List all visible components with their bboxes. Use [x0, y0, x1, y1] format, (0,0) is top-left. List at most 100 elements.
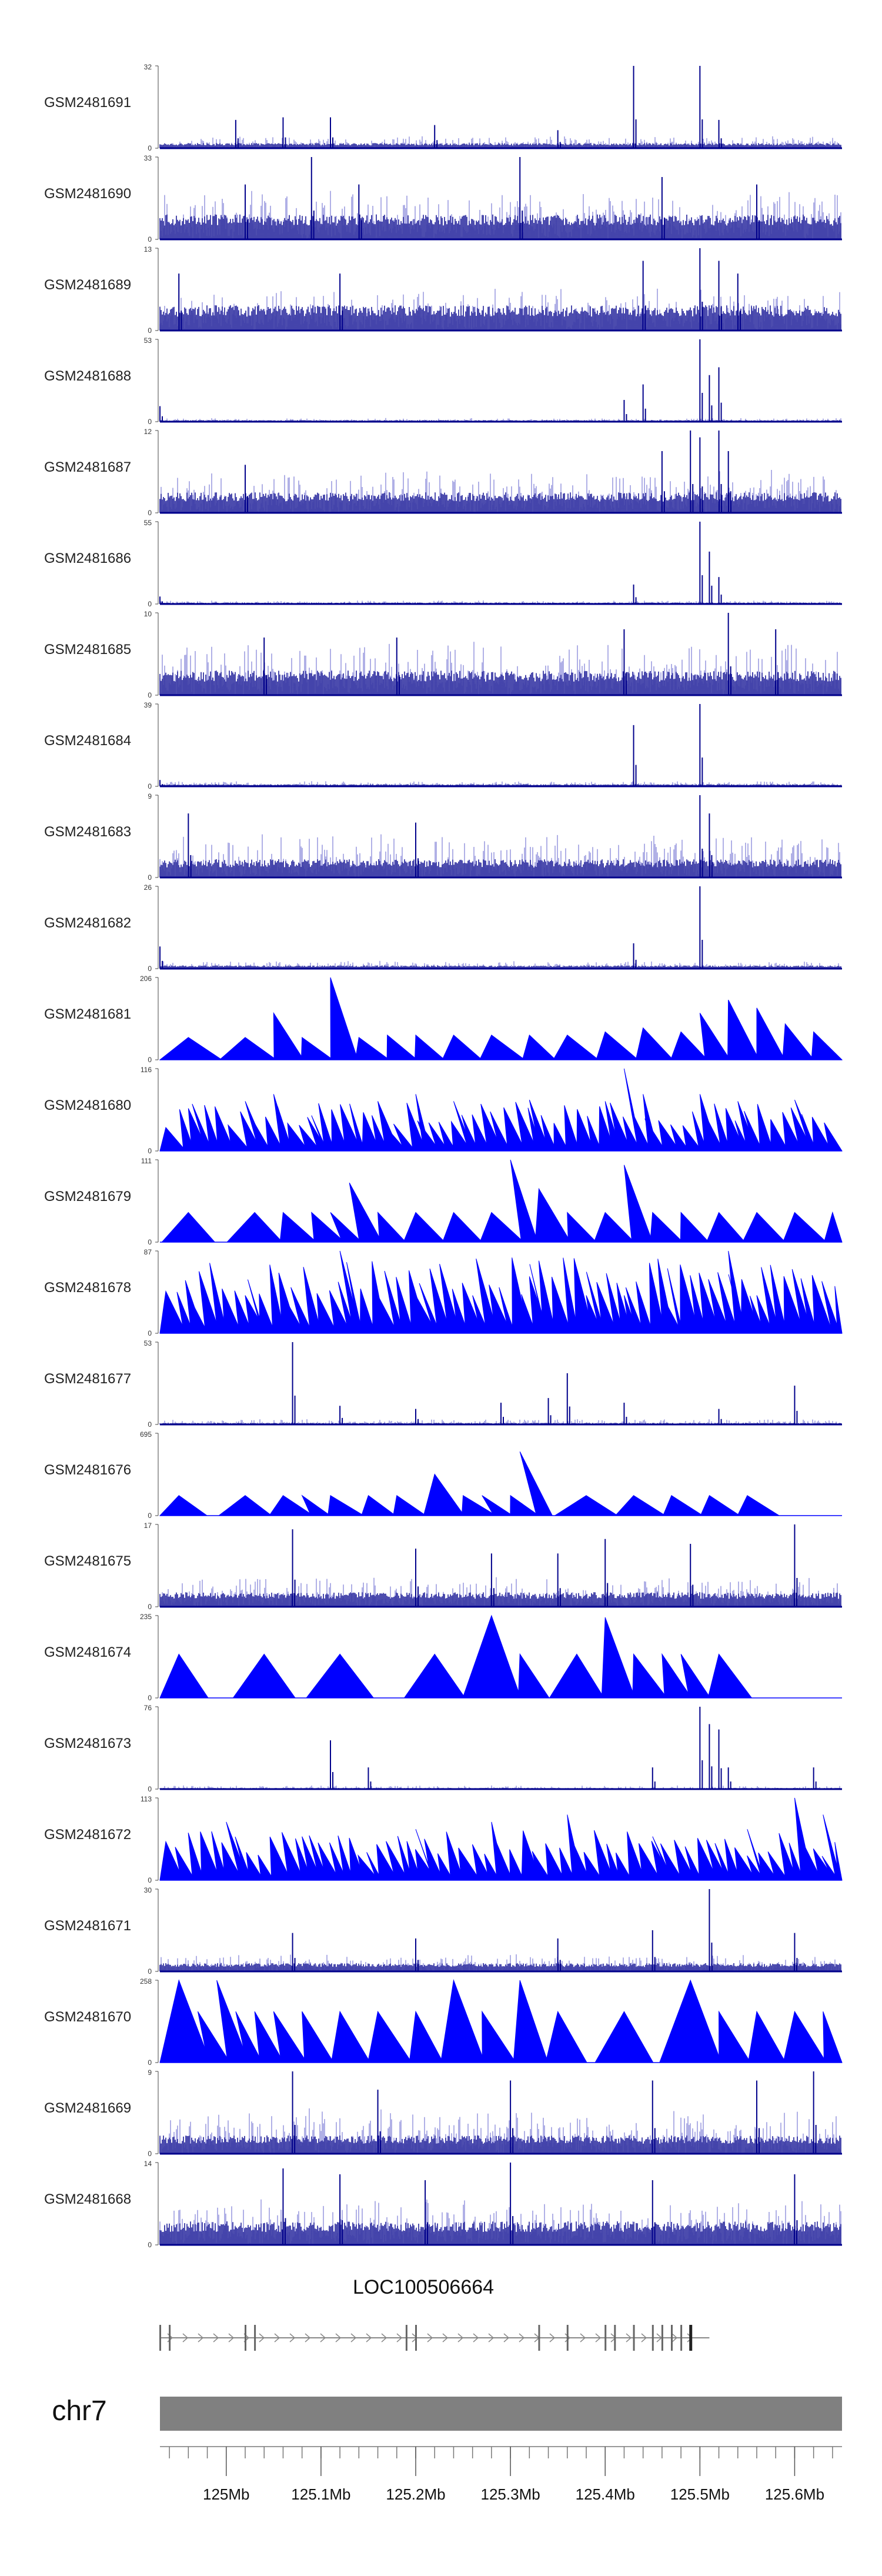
coverage-peak — [522, 1034, 557, 1060]
track-GSM2481685: GSM2481685 10 0 — [44, 610, 842, 699]
track-max-label: 113 — [141, 1795, 152, 1803]
chromosome-track: chr7 — [52, 2395, 842, 2431]
coverage-base — [159, 1963, 841, 1971]
coverage-peak — [415, 1034, 446, 1060]
strand-arrow-icon — [671, 2333, 678, 2343]
track-zero-label: 0 — [148, 1147, 152, 1155]
track-max-label: 32 — [144, 63, 152, 71]
gene-exon — [405, 2325, 407, 2351]
track-max-label: 55 — [144, 519, 152, 527]
track-GSM2481677: GSM2481677 53 0 — [44, 1339, 842, 1429]
track-zero-label: 0 — [148, 1694, 152, 1702]
track-max-label: 258 — [140, 1977, 152, 1986]
track-max-label: 9 — [148, 2068, 152, 2077]
track-zero-label: 0 — [148, 1785, 152, 1793]
strand-arrow-icon — [457, 2333, 464, 2343]
track-GSM2481688: GSM2481688 53 0 — [44, 336, 842, 426]
track-max-label: 13 — [144, 245, 152, 253]
coverage-peak — [330, 977, 359, 1060]
coverage-peak — [706, 1212, 746, 1243]
track-GSM2481675: GSM2481675 17 0 — [44, 1521, 842, 1611]
coverage-peak — [553, 1495, 619, 1516]
coverage-peak — [403, 1212, 446, 1243]
coverage-peak — [218, 1495, 273, 1516]
coverage-tracks: GSM2481691320GSM2481690330GSM2481689130G… — [44, 63, 843, 2249]
track-max-label: 12 — [144, 428, 152, 436]
coverage-peak — [349, 1182, 383, 1243]
strand-arrow-icon — [549, 2333, 556, 2343]
strand-arrow-icon — [396, 2333, 403, 2343]
coverage-peak — [330, 2010, 371, 2063]
chromosome-label: chr7 — [52, 2395, 106, 2427]
track-zero-label: 0 — [148, 1967, 152, 1976]
genome-axis: 125Mb 125.1Mb 125.2Mb 125.3Mb 125.4Mb 125.5Mb… — [160, 2446, 842, 2503]
coverage-peak — [462, 1614, 522, 1699]
coverage-peak — [632, 1653, 668, 1699]
strand-arrow-icon — [350, 2333, 357, 2343]
track-zero-label: 0 — [148, 509, 152, 517]
track-zero-label: 0 — [148, 1603, 152, 1611]
coverage-peak — [594, 2011, 654, 2063]
coverage-base — [159, 2221, 841, 2245]
coverage-peak — [423, 1473, 465, 1516]
coverage-peak — [782, 1212, 827, 1243]
track-max-label: 26 — [144, 883, 152, 892]
coverage-base — [159, 859, 841, 877]
track-label: GSM2481683 — [44, 824, 131, 840]
coverage-peak — [719, 2010, 751, 2063]
gene-exon — [671, 2325, 673, 2351]
track-label: GSM2481689 — [44, 277, 131, 293]
track-label: GSM2481674 — [44, 1644, 131, 1660]
track-zero-label: 0 — [148, 1511, 152, 1520]
track-GSM2481687: GSM2481687 12 0 — [44, 428, 842, 517]
track-label: GSM2481679 — [44, 1189, 131, 1204]
strand-arrow-icon — [503, 2333, 510, 2343]
coverage-peak — [377, 1212, 407, 1243]
track-zero-label: 0 — [148, 691, 152, 699]
strand-arrow-icon — [641, 2333, 647, 2343]
axis-tick-label: 125.2Mb — [386, 2485, 445, 2503]
coverage-peak — [567, 1212, 597, 1243]
strand-arrow-icon — [289, 2333, 296, 2343]
coverage-peak — [737, 1495, 780, 1516]
gene-exon — [680, 2325, 683, 2351]
track-zero-label: 0 — [148, 965, 152, 973]
track-label: GSM2481686 — [44, 550, 131, 566]
strand-arrow-icon — [366, 2333, 372, 2343]
track-label: GSM2481669 — [44, 2100, 131, 2116]
track-GSM2481670: GSM2481670 258 0 — [44, 1977, 843, 2067]
strand-arrow-icon — [381, 2333, 387, 2343]
coverage-peak — [442, 1212, 483, 1243]
coverage-peak — [670, 1031, 709, 1060]
coverage-peak — [442, 1035, 483, 1060]
axis-tick-label: 125.1Mb — [291, 2485, 350, 2503]
coverage-peak — [479, 1035, 526, 1060]
coverage-peak — [159, 1653, 209, 1699]
track-GSM2481682: GSM2481682 26 0 — [44, 883, 842, 973]
gene-exon — [415, 2325, 417, 2351]
strand-arrow-icon — [213, 2333, 219, 2343]
track-max-label: 695 — [140, 1430, 152, 1439]
gene-label: LOC100506664 — [353, 2276, 494, 2298]
coverage-peak — [305, 1653, 375, 1699]
track-zero-label: 0 — [148, 1420, 152, 1429]
coverage-peak — [662, 1495, 704, 1516]
coverage-peak — [601, 1617, 636, 1699]
coverage-peak — [273, 1012, 305, 1060]
coverage-peak — [823, 1211, 843, 1243]
track-GSM2481689: GSM2481689 13 0 — [44, 245, 842, 335]
strand-arrow-icon — [274, 2333, 280, 2343]
track-zero-label: 0 — [148, 2058, 152, 2067]
track-GSM2481691: GSM2481691 32 0 — [44, 63, 842, 152]
coverage-peak — [159, 1495, 208, 1516]
coverage-peak — [782, 1023, 815, 1060]
coverage-peak — [727, 999, 760, 1060]
track-label: GSM2481684 — [44, 733, 131, 749]
track-label: GSM2481676 — [44, 1462, 131, 1478]
track-max-label: 53 — [144, 1339, 152, 1347]
coverage-peak — [482, 2010, 517, 2063]
track-label: GSM2481671 — [44, 1918, 131, 1934]
track-label: GSM2481672 — [44, 1827, 131, 1843]
coverage-peak — [279, 1212, 318, 1243]
